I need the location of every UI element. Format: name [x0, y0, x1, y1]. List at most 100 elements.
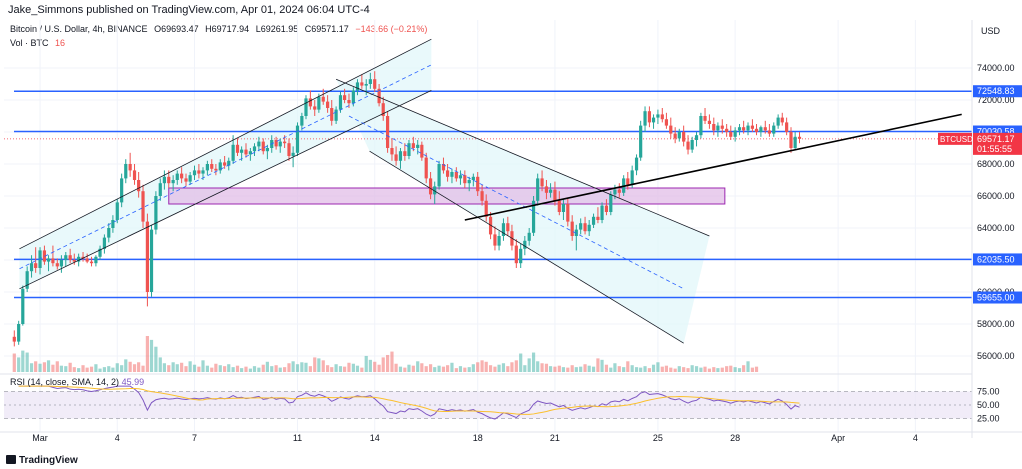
volume-bar [596, 358, 600, 372]
volume-bar [227, 364, 231, 372]
volume-bar [201, 360, 205, 372]
candle-body [664, 119, 669, 126]
candle-body [132, 170, 137, 180]
price-axis-tick: 56000.00 [977, 351, 1015, 361]
candle-body [210, 164, 214, 169]
volume-value: 16 [55, 38, 66, 48]
volume-bar [712, 367, 716, 372]
candle-body [347, 100, 351, 104]
candle-body [471, 176, 475, 180]
candle-body [639, 125, 643, 158]
support-zone [168, 187, 726, 205]
candle-countdown-label: 01:55:55 [977, 144, 1012, 154]
candle-body [141, 191, 145, 222]
volume-bar [480, 360, 484, 372]
candle-body [407, 143, 411, 156]
candle-body [467, 180, 471, 184]
candle-body [609, 194, 613, 212]
symbol-tag-label: BTCUSD [940, 135, 973, 144]
candle-body [463, 175, 467, 184]
candle-body [600, 205, 604, 220]
volume-bar [162, 363, 166, 372]
volume-bar [381, 357, 385, 372]
candle-body [373, 79, 377, 89]
volume-bar [261, 364, 265, 372]
candle-body [51, 258, 55, 264]
candle-body [188, 175, 192, 182]
candle-body [291, 152, 295, 156]
volume-bar [34, 361, 38, 372]
price-axis-tick: 68000.00 [977, 159, 1015, 169]
volume-bar [609, 367, 613, 372]
candle-body [149, 229, 154, 292]
current-price-tag [973, 132, 1022, 155]
candle-body [776, 117, 780, 126]
volume-bar [737, 368, 742, 372]
candle-body [385, 116, 390, 148]
key-level-label: 59655.00 [977, 293, 1015, 303]
candle-body [540, 178, 544, 187]
volume-bar [407, 364, 411, 372]
volume-bar [454, 368, 458, 372]
volume-bar [300, 362, 304, 372]
candle-body [523, 240, 527, 249]
candle-body [501, 223, 506, 236]
volume-bar [544, 363, 549, 372]
volume-bar [514, 360, 518, 372]
volume-bar [634, 367, 639, 372]
volume-bar [94, 364, 98, 372]
candle-body [527, 232, 531, 241]
candle-body [660, 114, 664, 120]
candle-body [111, 220, 115, 228]
ohlc-high: H69717.94 [205, 24, 250, 34]
candle-body [231, 144, 235, 161]
rsi-axis-tick: 50.00 [977, 400, 1000, 410]
symbol-name[interactable]: Bitcoin / U.S. Dollar, 4h, BINANCE [10, 24, 148, 34]
candle-body [317, 96, 321, 110]
candle-body [411, 143, 415, 148]
volume-bar [626, 361, 630, 372]
volume-bar [720, 367, 724, 372]
candle-body [321, 96, 325, 102]
volume-bar [137, 362, 141, 372]
volume-bar [343, 366, 347, 372]
volume-bar [690, 365, 694, 372]
volume-bar [682, 367, 686, 372]
volume-bar [283, 367, 287, 372]
volume-bar [231, 367, 235, 372]
volume-bar [656, 362, 660, 372]
volume-bar [235, 365, 240, 372]
candle-body [441, 164, 446, 171]
candle-body [128, 164, 132, 171]
candle-body [707, 120, 712, 124]
volume-bar [38, 363, 42, 372]
volume-bar [411, 365, 415, 372]
candle-body [38, 250, 42, 268]
tradingview-logo[interactable]: TradingView [6, 455, 78, 466]
candle-body [445, 170, 450, 177]
candle-body [85, 258, 89, 262]
candle-body [729, 132, 733, 137]
volume-bar [317, 358, 321, 372]
volume-bar [664, 365, 669, 372]
candle-body [570, 221, 574, 236]
volume-bar [192, 364, 197, 372]
volume-bar [12, 353, 16, 372]
candle-body [553, 189, 557, 201]
volume-bar [467, 367, 471, 372]
candle-body [548, 189, 553, 193]
volume-bar [673, 368, 677, 372]
candle-body [682, 132, 686, 142]
candle-body [656, 114, 660, 118]
candle-body [716, 125, 720, 131]
volume-bar [240, 368, 244, 372]
volume-bar [214, 363, 218, 372]
time-axis-tick: 28 [730, 433, 740, 443]
volume-bar [321, 360, 325, 372]
candle-body [248, 151, 252, 155]
time-axis-tick: 4 [115, 433, 120, 443]
candle-body [772, 125, 776, 134]
volume-bar [548, 366, 553, 372]
volume-bar [501, 363, 506, 372]
